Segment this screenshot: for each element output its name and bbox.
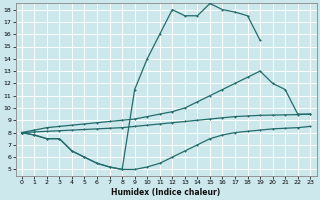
X-axis label: Humidex (Indice chaleur): Humidex (Indice chaleur) (111, 188, 221, 197)
